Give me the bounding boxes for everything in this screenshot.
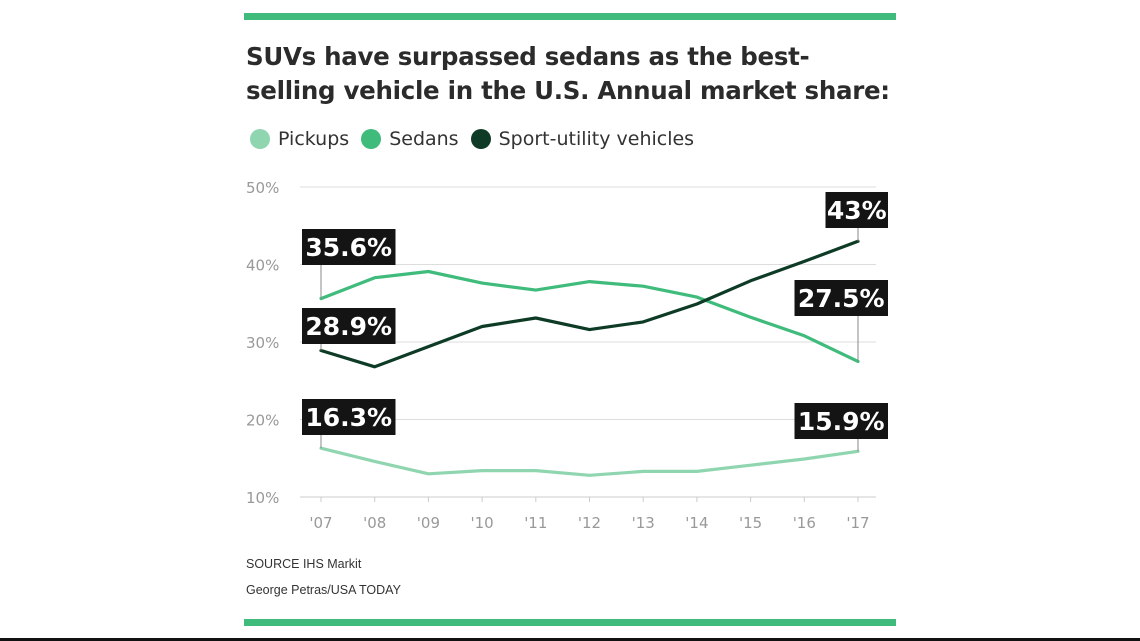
y-axis-ticks: 10% 20% 30% 40% 50%	[246, 179, 279, 507]
series-line-sedans	[319, 269, 860, 363]
credit-note: George Petras/USA TODAY	[246, 583, 401, 597]
series-line-pickups	[319, 446, 860, 477]
legend-item-pickups: Pickups	[250, 128, 349, 150]
bottom-accent-rule	[244, 619, 896, 626]
legend-label-sedans: Sedans	[389, 128, 459, 150]
series-line-suv	[319, 239, 860, 369]
data-label: 43%	[827, 196, 887, 225]
y-tick-label: 30%	[246, 334, 279, 352]
x-tick-label: '16	[793, 514, 816, 532]
legend-label-pickups: Pickups	[278, 128, 350, 150]
chart-title: SUVs have surpassed sedans as the best-s…	[246, 42, 890, 105]
series-lines	[319, 239, 860, 477]
x-tick-label: '15	[739, 514, 762, 532]
data-labels: 35.6% 28.9% 16.3% 43% 27.5% 15.9%	[302, 192, 888, 452]
x-tick-label: '08	[363, 514, 386, 532]
data-label: 35.6%	[305, 233, 392, 262]
x-tick-label: '13	[632, 514, 655, 532]
source-note: SOURCE IHS Markit	[246, 557, 362, 571]
data-label: 15.9%	[798, 407, 885, 436]
legend: Pickups Sedans Sport-utility vehicles	[250, 128, 706, 150]
data-label-box	[825, 192, 888, 228]
pickups-swatch-icon	[250, 129, 270, 149]
data-label-box	[302, 399, 396, 435]
data-label: 16.3%	[305, 403, 392, 432]
data-label: 28.9%	[305, 312, 392, 341]
legend-label-suv: Sport-utility vehicles	[498, 128, 695, 150]
legend-item-sedans: Sedans	[361, 128, 459, 150]
sedans-swatch-icon	[361, 129, 382, 149]
x-tick-label: '09	[417, 514, 440, 532]
x-tick-label: '12	[578, 514, 601, 532]
x-tick-label: '07	[309, 514, 332, 532]
data-label-box	[302, 229, 396, 265]
data-label: 27.5%	[798, 284, 885, 313]
bottom-border	[0, 638, 1140, 641]
x-tick-label: '11	[524, 514, 547, 532]
gridlines	[300, 186, 876, 498]
y-tick-label: 20%	[246, 412, 279, 430]
top-accent-rule	[244, 13, 896, 20]
legend-item-suv: Sport-utility vehicles	[470, 128, 695, 150]
data-label-box	[794, 403, 888, 439]
y-tick-label: 10%	[246, 489, 279, 507]
y-tick-label: 50%	[246, 179, 279, 197]
y-tick-label: 40%	[246, 257, 279, 275]
x-tick-label: '17	[846, 514, 869, 532]
data-label-box	[302, 308, 396, 344]
x-tick-label: '10	[470, 514, 493, 532]
x-axis: '07 '08 '09 '10 '11 '12 '13 '14 '15 '16 '17	[309, 497, 870, 532]
data-label-box	[794, 280, 888, 316]
x-tick-label: '14	[685, 514, 708, 532]
suv-swatch-icon	[470, 129, 491, 149]
